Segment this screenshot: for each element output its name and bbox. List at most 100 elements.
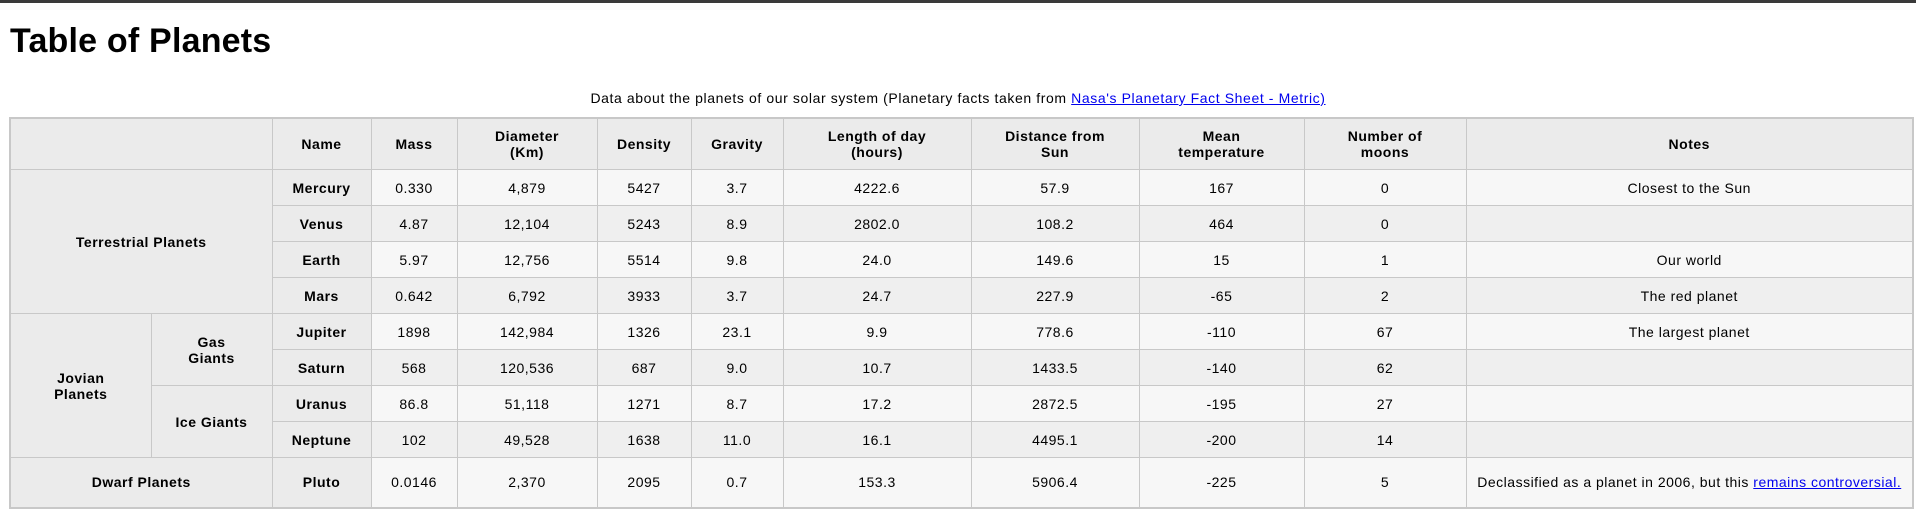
cell-temp: 167 bbox=[1138, 169, 1305, 206]
cell-mass: 1898 bbox=[370, 313, 458, 350]
cell-distance: 778.6 bbox=[970, 313, 1140, 350]
cell-gravity: 23.1 bbox=[690, 313, 784, 350]
cell-temp: -200 bbox=[1138, 421, 1305, 458]
cell-mass: 0.0146 bbox=[370, 457, 458, 508]
cell-notes bbox=[1465, 349, 1914, 386]
cell-gravity: 8.9 bbox=[690, 205, 784, 242]
header-gravity: Gravity bbox=[690, 117, 784, 170]
planet-name: Uranus bbox=[271, 385, 372, 422]
cell-day: 153.3 bbox=[782, 457, 972, 508]
caption-text: Data about the planets of our solar syst… bbox=[590, 90, 1072, 106]
cell-temp: -140 bbox=[1138, 349, 1305, 386]
controversial-link[interactable]: remains controversial. bbox=[1753, 474, 1902, 491]
cell-diameter: 6,792 bbox=[456, 277, 598, 314]
cell-day: 9.9 bbox=[782, 313, 972, 350]
cell-diameter: 51,118 bbox=[456, 385, 598, 422]
cell-density: 5243 bbox=[596, 205, 692, 242]
cell-gravity: 3.7 bbox=[690, 169, 784, 206]
cell-diameter: 120,536 bbox=[456, 349, 598, 386]
table-row: Mars 0.642 6,792 3933 3.7 24.7 227.9 -65 2 The re… bbox=[10, 277, 1914, 314]
planet-name: Neptune bbox=[271, 421, 372, 458]
cell-distance: 2872.5 bbox=[970, 385, 1140, 422]
cell-diameter: 2,370 bbox=[456, 457, 598, 508]
cell-mass: 5.97 bbox=[370, 241, 458, 278]
table-row: Terrestrial Planets Mercury 0.330 4,879 5427… bbox=[9, 169, 1914, 314]
cell-notes: The red planet bbox=[1465, 277, 1914, 314]
cell-notes bbox=[1465, 421, 1914, 458]
cell-mass: 102 bbox=[370, 421, 458, 458]
planet-name: Saturn bbox=[271, 349, 372, 386]
header-length-of-day: Length of day (hours) bbox=[782, 117, 972, 170]
notes-text: Declassified as a planet in 2006, but th… bbox=[1477, 474, 1754, 491]
cell-density: 1326 bbox=[596, 313, 692, 350]
cell-distance: 108.2 bbox=[970, 205, 1140, 242]
table-row: Neptune 102 49,528 1638 11.0 16.1 4495.1 -200 14 bbox=[10, 421, 1914, 458]
cell-gravity: 9.8 bbox=[690, 241, 784, 278]
cell-temp: 464 bbox=[1138, 205, 1305, 242]
header-mass: Mass bbox=[370, 117, 458, 170]
planets-table: Name Mass Diameter (Km) Density Gravity L… bbox=[9, 117, 1914, 509]
cell-density: 5427 bbox=[596, 169, 692, 206]
table-row: Jovian Planets Gas Giants Jupiter 1898 142,984… bbox=[9, 313, 1914, 458]
header-notes: Notes bbox=[1465, 117, 1914, 170]
table-row: Ice Giants Uranus 86.8 51,118 1271 8.7 17.2 287… bbox=[10, 385, 1914, 458]
cell-temp: -110 bbox=[1138, 313, 1305, 350]
cell-diameter: 142,984 bbox=[456, 313, 598, 350]
header-row: Name Mass Diameter (Km) Density Gravity L… bbox=[9, 117, 1914, 170]
header-mean-temp: Mean temperature bbox=[1138, 117, 1305, 170]
header-distance: Distance from Sun bbox=[970, 117, 1140, 170]
cell-diameter: 12,756 bbox=[456, 241, 598, 278]
cell-mass: 0.642 bbox=[370, 277, 458, 314]
header-name: Name bbox=[271, 117, 372, 170]
cell-diameter: 49,528 bbox=[456, 421, 598, 458]
cell-distance: 149.6 bbox=[970, 241, 1140, 278]
cell-gravity: 3.7 bbox=[690, 277, 784, 314]
planet-name: Jupiter bbox=[271, 313, 372, 350]
cell-distance: 4495.1 bbox=[970, 421, 1140, 458]
cell-moons: 62 bbox=[1303, 349, 1467, 386]
cell-gravity: 0.7 bbox=[690, 457, 784, 508]
planet-name: Venus bbox=[271, 205, 372, 242]
cell-mass: 86.8 bbox=[370, 385, 458, 422]
cell-day: 4222.6 bbox=[782, 169, 972, 206]
header-density: Density bbox=[596, 117, 692, 170]
cell-moons: 27 bbox=[1303, 385, 1467, 422]
cell-temp: -65 bbox=[1138, 277, 1305, 314]
cell-notes: Closest to the Sun bbox=[1465, 169, 1914, 206]
cell-distance: 227.9 bbox=[970, 277, 1140, 314]
cell-mass: 568 bbox=[370, 349, 458, 386]
group-terrestrial: Terrestrial Planets bbox=[9, 169, 273, 314]
group-jovian: Jovian Planets bbox=[9, 313, 152, 458]
cell-temp: -225 bbox=[1138, 457, 1305, 508]
cell-gravity: 8.7 bbox=[690, 385, 784, 422]
planet-name: Mars bbox=[271, 277, 372, 314]
group-dwarf: Dwarf Planets bbox=[9, 457, 273, 508]
cell-density: 5514 bbox=[596, 241, 692, 278]
table-row: Saturn 568 120,536 687 9.0 10.7 1433.5 -140 62 bbox=[10, 349, 1914, 386]
cell-distance: 1433.5 bbox=[970, 349, 1140, 386]
cell-distance: 5906.4 bbox=[970, 457, 1140, 508]
cell-day: 16.1 bbox=[782, 421, 972, 458]
cell-notes bbox=[1465, 385, 1914, 422]
cell-day: 24.7 bbox=[782, 277, 972, 314]
table-row: Dwarf Planets Pluto 0.0146 2,370 2095 0.7 153.… bbox=[9, 457, 1914, 508]
cell-gravity: 11.0 bbox=[690, 421, 784, 458]
cell-moons: 14 bbox=[1303, 421, 1467, 458]
planet-name: Earth bbox=[271, 241, 372, 278]
cell-density: 1271 bbox=[596, 385, 692, 422]
cell-moons: 5 bbox=[1303, 457, 1467, 508]
cell-notes: The largest planet bbox=[1465, 313, 1914, 350]
cell-moons: 67 bbox=[1303, 313, 1467, 350]
cell-gravity: 9.0 bbox=[690, 349, 784, 386]
cell-moons: 0 bbox=[1303, 169, 1467, 206]
cell-day: 2802.0 bbox=[782, 205, 972, 242]
table-row: Venus 4.87 12,104 5243 8.9 2802.0 108.2 464 0 bbox=[10, 205, 1914, 242]
cell-notes bbox=[1465, 205, 1914, 242]
cell-temp: 15 bbox=[1138, 241, 1305, 278]
cell-moons: 2 bbox=[1303, 277, 1467, 314]
cell-density: 2095 bbox=[596, 457, 692, 508]
table-row: Earth 5.97 12,756 5514 9.8 24.0 149.6 15 1 Our wo… bbox=[10, 241, 1914, 278]
cell-moons: 0 bbox=[1303, 205, 1467, 242]
nasa-fact-sheet-link[interactable]: Nasa's Planetary Fact Sheet - Metric) bbox=[1071, 90, 1326, 106]
cell-mass: 0.330 bbox=[370, 169, 458, 206]
